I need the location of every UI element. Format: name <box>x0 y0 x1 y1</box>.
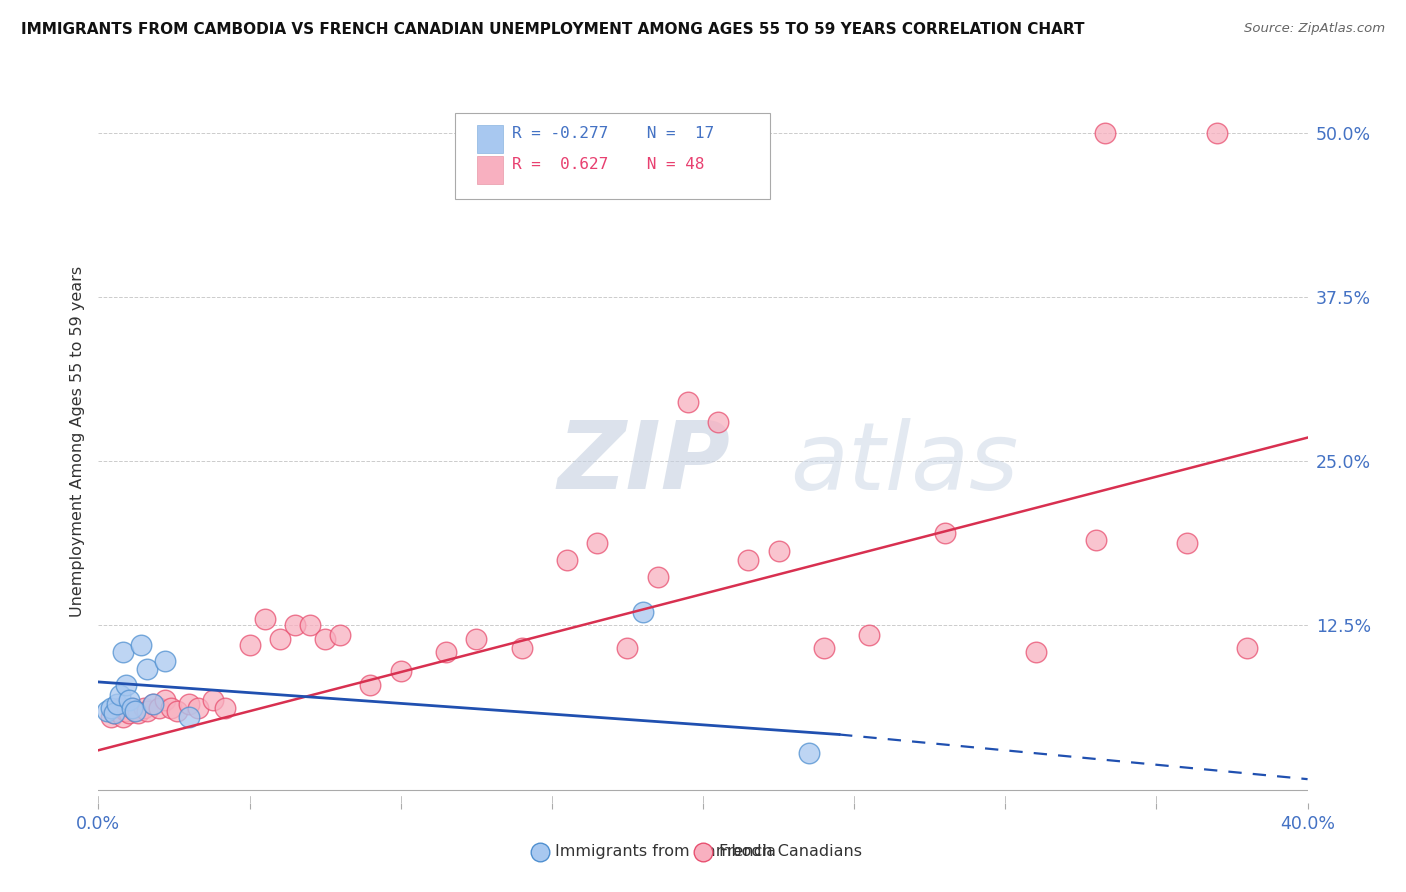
Point <box>389 665 412 679</box>
Point <box>813 640 835 655</box>
Text: Source: ZipAtlas.com: Source: ZipAtlas.com <box>1244 22 1385 36</box>
Text: atlas: atlas <box>790 417 1018 508</box>
Point <box>108 688 131 702</box>
Point <box>105 698 128 712</box>
Point <box>465 632 488 646</box>
Text: French Canadians: French Canadians <box>718 845 862 859</box>
Text: R =  0.627    N = 48: R = 0.627 N = 48 <box>512 157 704 172</box>
Text: R = -0.277    N =  17: R = -0.277 N = 17 <box>512 127 714 141</box>
Point <box>153 693 176 707</box>
Point <box>1094 126 1116 140</box>
Point <box>142 698 165 712</box>
Point <box>100 710 122 724</box>
Point <box>100 701 122 715</box>
Point <box>1175 535 1198 549</box>
Point <box>214 701 236 715</box>
Point <box>269 632 291 646</box>
Point <box>124 704 146 718</box>
Point <box>360 677 382 691</box>
Point <box>1024 645 1046 659</box>
Point <box>768 543 790 558</box>
FancyBboxPatch shape <box>477 125 503 153</box>
Point <box>121 701 143 715</box>
Point <box>121 701 143 715</box>
Point <box>135 704 157 718</box>
Point <box>676 395 699 409</box>
Text: IMMIGRANTS FROM CAMBODIA VS FRENCH CANADIAN UNEMPLOYMENT AMONG AGES 55 TO 59 YEA: IMMIGRANTS FROM CAMBODIA VS FRENCH CANAD… <box>21 22 1084 37</box>
Point <box>179 710 201 724</box>
Point <box>616 640 638 655</box>
Point <box>103 706 125 721</box>
FancyBboxPatch shape <box>477 156 503 184</box>
Point <box>1191 871 1213 886</box>
Point <box>129 638 152 652</box>
Point <box>127 706 149 721</box>
Point <box>187 701 209 715</box>
Point <box>253 612 276 626</box>
Point <box>166 704 188 718</box>
Point <box>314 632 336 646</box>
Point <box>510 640 533 655</box>
Point <box>148 701 170 715</box>
Point <box>118 693 141 707</box>
Point <box>631 605 654 619</box>
Point <box>239 638 262 652</box>
Text: ZIP: ZIP <box>558 417 731 509</box>
Point <box>858 627 880 641</box>
Point <box>114 677 136 691</box>
Point <box>103 706 125 721</box>
Point <box>586 535 609 549</box>
Point <box>707 415 730 429</box>
Point <box>105 704 128 718</box>
FancyBboxPatch shape <box>456 112 769 200</box>
Text: Immigrants from Cambodia: Immigrants from Cambodia <box>555 845 776 859</box>
Point <box>797 746 820 760</box>
Point <box>114 704 136 718</box>
Point <box>434 645 457 659</box>
Point <box>202 693 225 707</box>
Point <box>124 704 146 718</box>
Point <box>1206 126 1229 140</box>
Y-axis label: Unemployment Among Ages 55 to 59 years: Unemployment Among Ages 55 to 59 years <box>69 266 84 617</box>
Point <box>111 710 134 724</box>
Point <box>737 553 759 567</box>
Point <box>329 627 352 641</box>
Point <box>111 645 134 659</box>
Point <box>179 698 201 712</box>
Point <box>299 618 322 632</box>
Point <box>118 706 141 721</box>
Point <box>1236 640 1258 655</box>
Point <box>153 654 176 668</box>
Point <box>142 698 165 712</box>
Point <box>1085 533 1108 547</box>
Point <box>132 701 155 715</box>
Point <box>108 701 131 715</box>
Point <box>96 704 118 718</box>
Point <box>284 618 307 632</box>
Point <box>135 662 157 676</box>
Point <box>647 570 669 584</box>
Point <box>555 553 578 567</box>
Point <box>934 526 956 541</box>
Point <box>160 701 183 715</box>
